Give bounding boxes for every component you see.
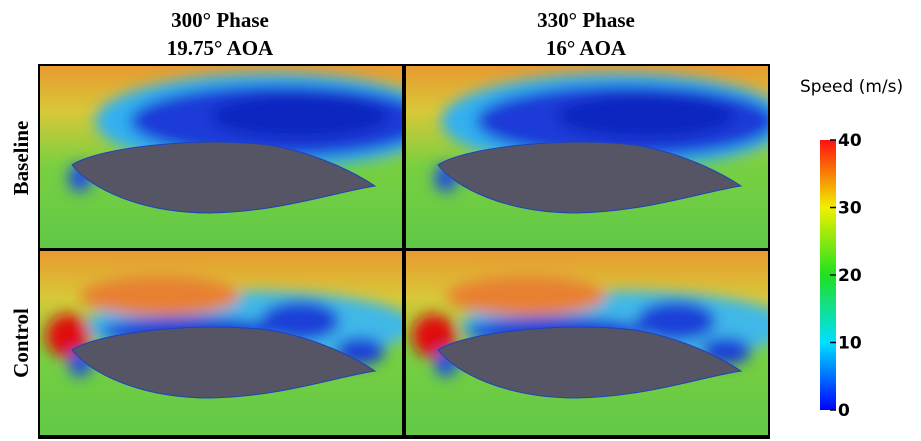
high-speed: [80, 276, 240, 316]
column-phase: 330° Phase: [537, 8, 635, 32]
colorbar-tick-label: 40: [838, 131, 862, 151]
colorbar-title: Speed (m/s): [800, 77, 903, 97]
flow-panel: [40, 251, 415, 437]
figure: 300° Phase 19.75° AOA 330° Phase 16° AOA…: [0, 0, 921, 441]
flow-field: [40, 251, 415, 437]
colorbar-tick-label: 10: [838, 334, 862, 354]
flow-field: [406, 66, 791, 248]
colorbar-tick-label: 20: [838, 266, 862, 286]
row-label: Baseline: [9, 121, 33, 196]
column-aoa: 16° AOA: [546, 36, 627, 60]
wake-core: [210, 94, 390, 138]
flow-panel: [406, 251, 791, 437]
flow-panel: [40, 66, 445, 248]
flow-panel: [406, 66, 791, 248]
flow-field: [40, 66, 445, 248]
row-label: Control: [9, 308, 33, 378]
flow-field: [406, 251, 791, 437]
column-aoa: 19.75° AOA: [167, 36, 274, 60]
colorbar-tick-label: 0: [838, 401, 850, 421]
column-phase: 300° Phase: [171, 8, 269, 32]
wake-core: [556, 94, 736, 138]
colorbar-tick-label: 30: [838, 199, 862, 219]
high-speed: [446, 276, 606, 316]
panels: [40, 66, 791, 437]
